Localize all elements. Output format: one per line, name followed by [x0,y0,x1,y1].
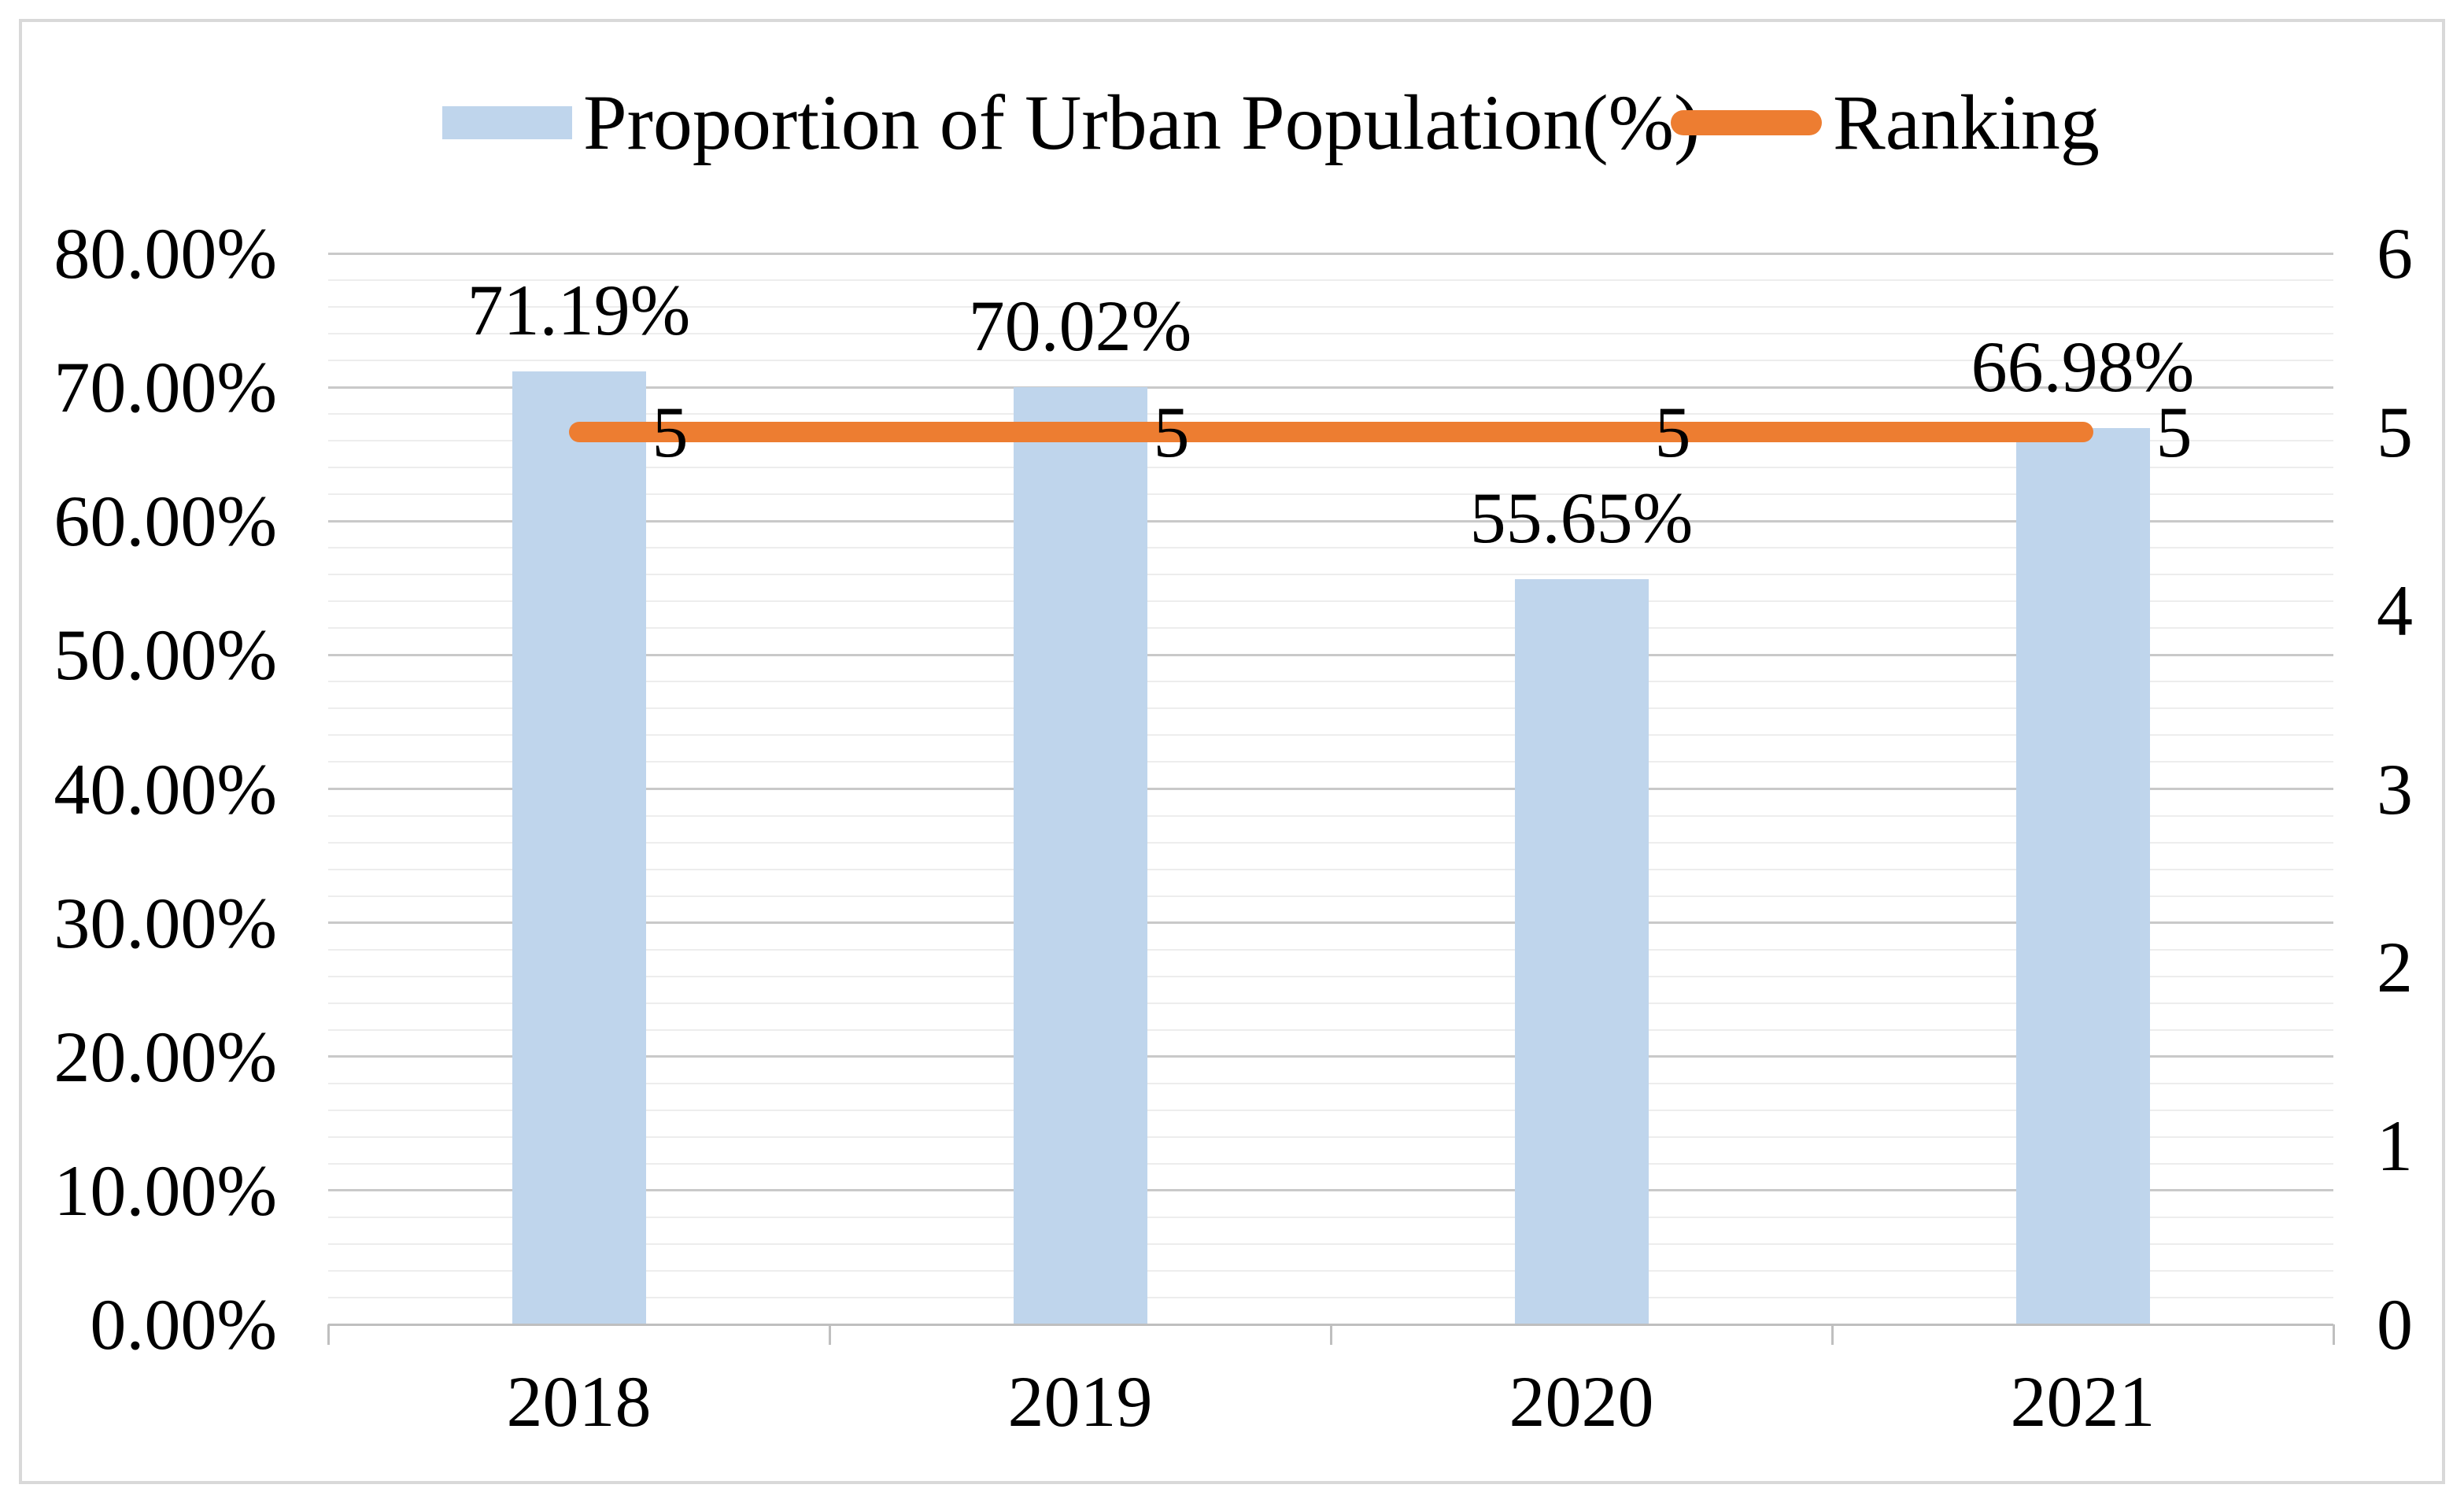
x-axis-tick [828,1324,831,1345]
gridline-minor [328,868,2333,870]
bar-2021 [2015,427,2150,1324]
gridline-major [328,386,2333,389]
gridline-major [328,653,2333,656]
right-axis-tick-label: 2 [2377,927,2413,1008]
gridline-minor [328,681,2333,683]
gridline-minor [328,493,2333,496]
legend-label-ranking: Ranking [1833,79,2100,166]
gridline-minor [328,306,2333,308]
line-point-label: 5 [1654,391,1691,472]
gridline-minor [328,1269,2333,1272]
gridline-minor [328,734,2333,737]
gridline-minor [328,467,2333,469]
x-axis-tick [327,1324,330,1345]
chart-frame-border [19,19,2445,1484]
right-axis-tick-label: 4 [2377,570,2413,651]
gridline-minor [328,1136,2333,1138]
gridline-minor [328,1162,2333,1165]
line-point-label: 5 [2156,391,2192,472]
x-category-label: 2020 [1509,1361,1654,1442]
line-point-label: 5 [652,391,689,472]
bar-2019 [1013,386,1147,1324]
left-axis-tick-label: 0.00% [90,1284,277,1365]
left-axis-tick-label: 30.00% [54,882,277,963]
gridline-minor [328,279,2333,282]
right-axis-tick-label: 6 [2377,213,2413,294]
x-axis-tick [1329,1324,1332,1345]
gridline-minor [328,1216,2333,1218]
gridline-minor [328,413,2333,415]
left-axis-tick-label: 70.00% [54,347,277,428]
gridline-major [328,921,2333,925]
gridline-minor [328,574,2333,576]
left-axis-tick-label: 50.00% [54,615,277,696]
left-axis-tick-label: 40.00% [54,748,277,829]
x-category-label: 2021 [2010,1361,2156,1442]
line-series-swatch-icon [1671,110,1822,135]
x-category-label: 2018 [506,1361,652,1442]
gridline-minor [328,707,2333,710]
right-axis-tick-label: 0 [2377,1284,2413,1365]
gridline-minor [328,1082,2333,1084]
gridline-minor [328,1243,2333,1245]
gridline-minor [328,975,2333,977]
right-axis-tick-label: 5 [2377,391,2413,472]
gridline-minor [328,814,2333,817]
right-axis-tick-label: 3 [2377,748,2413,829]
x-axis-tick [2332,1324,2335,1345]
legend-label-proportion: Proportion of Urban Population(%) [583,79,1701,166]
legend-item-ranking: Ranking [1671,77,2100,168]
left-axis-tick-label: 80.00% [54,213,277,294]
gridline-minor [328,895,2333,897]
legend-item-proportion: Proportion of Urban Population(%) [442,77,1700,168]
gridline-minor [328,547,2333,549]
left-axis-tick-label: 20.00% [54,1016,277,1097]
plot-area: 71.19% 70.02% 55.65% 66.98% 5 5 5 5 [328,252,2333,1324]
gridline-major [328,1055,2333,1058]
gridline-major [328,788,2333,790]
gridline-minor [328,333,2333,335]
gridline-minor [328,841,2333,844]
bar-value-label: 70.02% [968,285,1192,366]
gridline-major [328,252,2333,255]
bar-series-swatch-icon [442,106,572,139]
left-axis-tick-label: 60.00% [54,481,277,562]
gridline-minor [328,1109,2333,1111]
bar-2018 [512,371,646,1324]
gridline-major [328,519,2333,523]
x-axis-tick [1830,1324,1834,1345]
ranking-line [568,421,2093,442]
x-category-label: 2019 [1007,1361,1153,1442]
gridline-minor [328,761,2333,763]
gridline-minor [328,627,2333,630]
bar-value-label: 66.98% [1971,326,2195,407]
bar-value-label: 55.65% [1469,478,1694,559]
left-axis-tick-label: 10.00% [54,1150,277,1231]
bar-2020 [1514,579,1649,1324]
bar-value-label: 71.19% [467,269,691,350]
gridline-minor [328,1296,2333,1298]
gridline-minor [328,948,2333,951]
gridline-minor [328,600,2333,603]
gridline-minor [328,360,2333,362]
right-axis-tick-label: 1 [2377,1106,2413,1187]
gridline-minor [328,1028,2333,1031]
gridline-major [328,1189,2333,1192]
gridline-minor [328,1002,2333,1004]
line-point-label: 5 [1153,391,1190,472]
